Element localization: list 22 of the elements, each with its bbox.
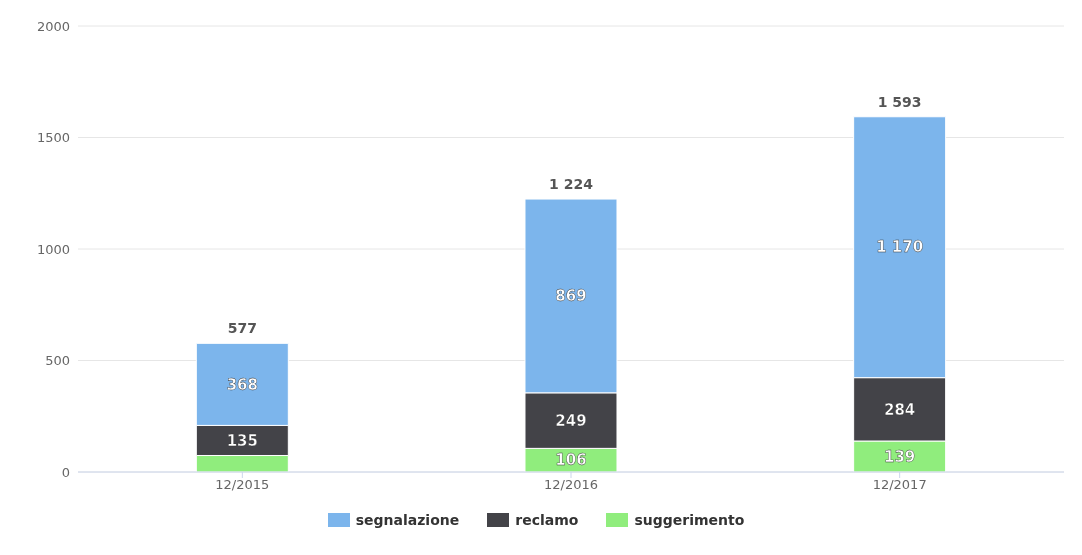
- data-label: 284: [884, 400, 916, 419]
- legend-label: segnalazione: [354, 512, 460, 528]
- legend-label: suggerimento: [633, 512, 745, 528]
- data-label: 368: [226, 375, 258, 394]
- legend-label: reclamo: [514, 512, 579, 528]
- total-label: 577: [227, 320, 257, 337]
- x-tick-label: 12/2015: [215, 477, 270, 493]
- data-label: 1 170: [876, 238, 924, 257]
- y-tick-label: 500: [45, 353, 70, 369]
- data-label: 139: [884, 447, 916, 466]
- y-tick-label: 2000: [36, 18, 70, 34]
- data-label: 249: [555, 411, 587, 430]
- total-label: 1 593: [877, 93, 922, 110]
- data-label: 869: [555, 287, 587, 306]
- data-label: 135: [226, 431, 258, 450]
- x-tick-label: 12/2017: [872, 477, 927, 493]
- y-tick-label: 1500: [36, 130, 70, 146]
- data-label: 106: [555, 451, 587, 470]
- x-tick-label: 12/2016: [543, 477, 599, 493]
- y-tick-label: 1000: [36, 241, 70, 257]
- total-label: 1 224: [549, 176, 594, 193]
- y-tick-label: 0: [61, 464, 70, 480]
